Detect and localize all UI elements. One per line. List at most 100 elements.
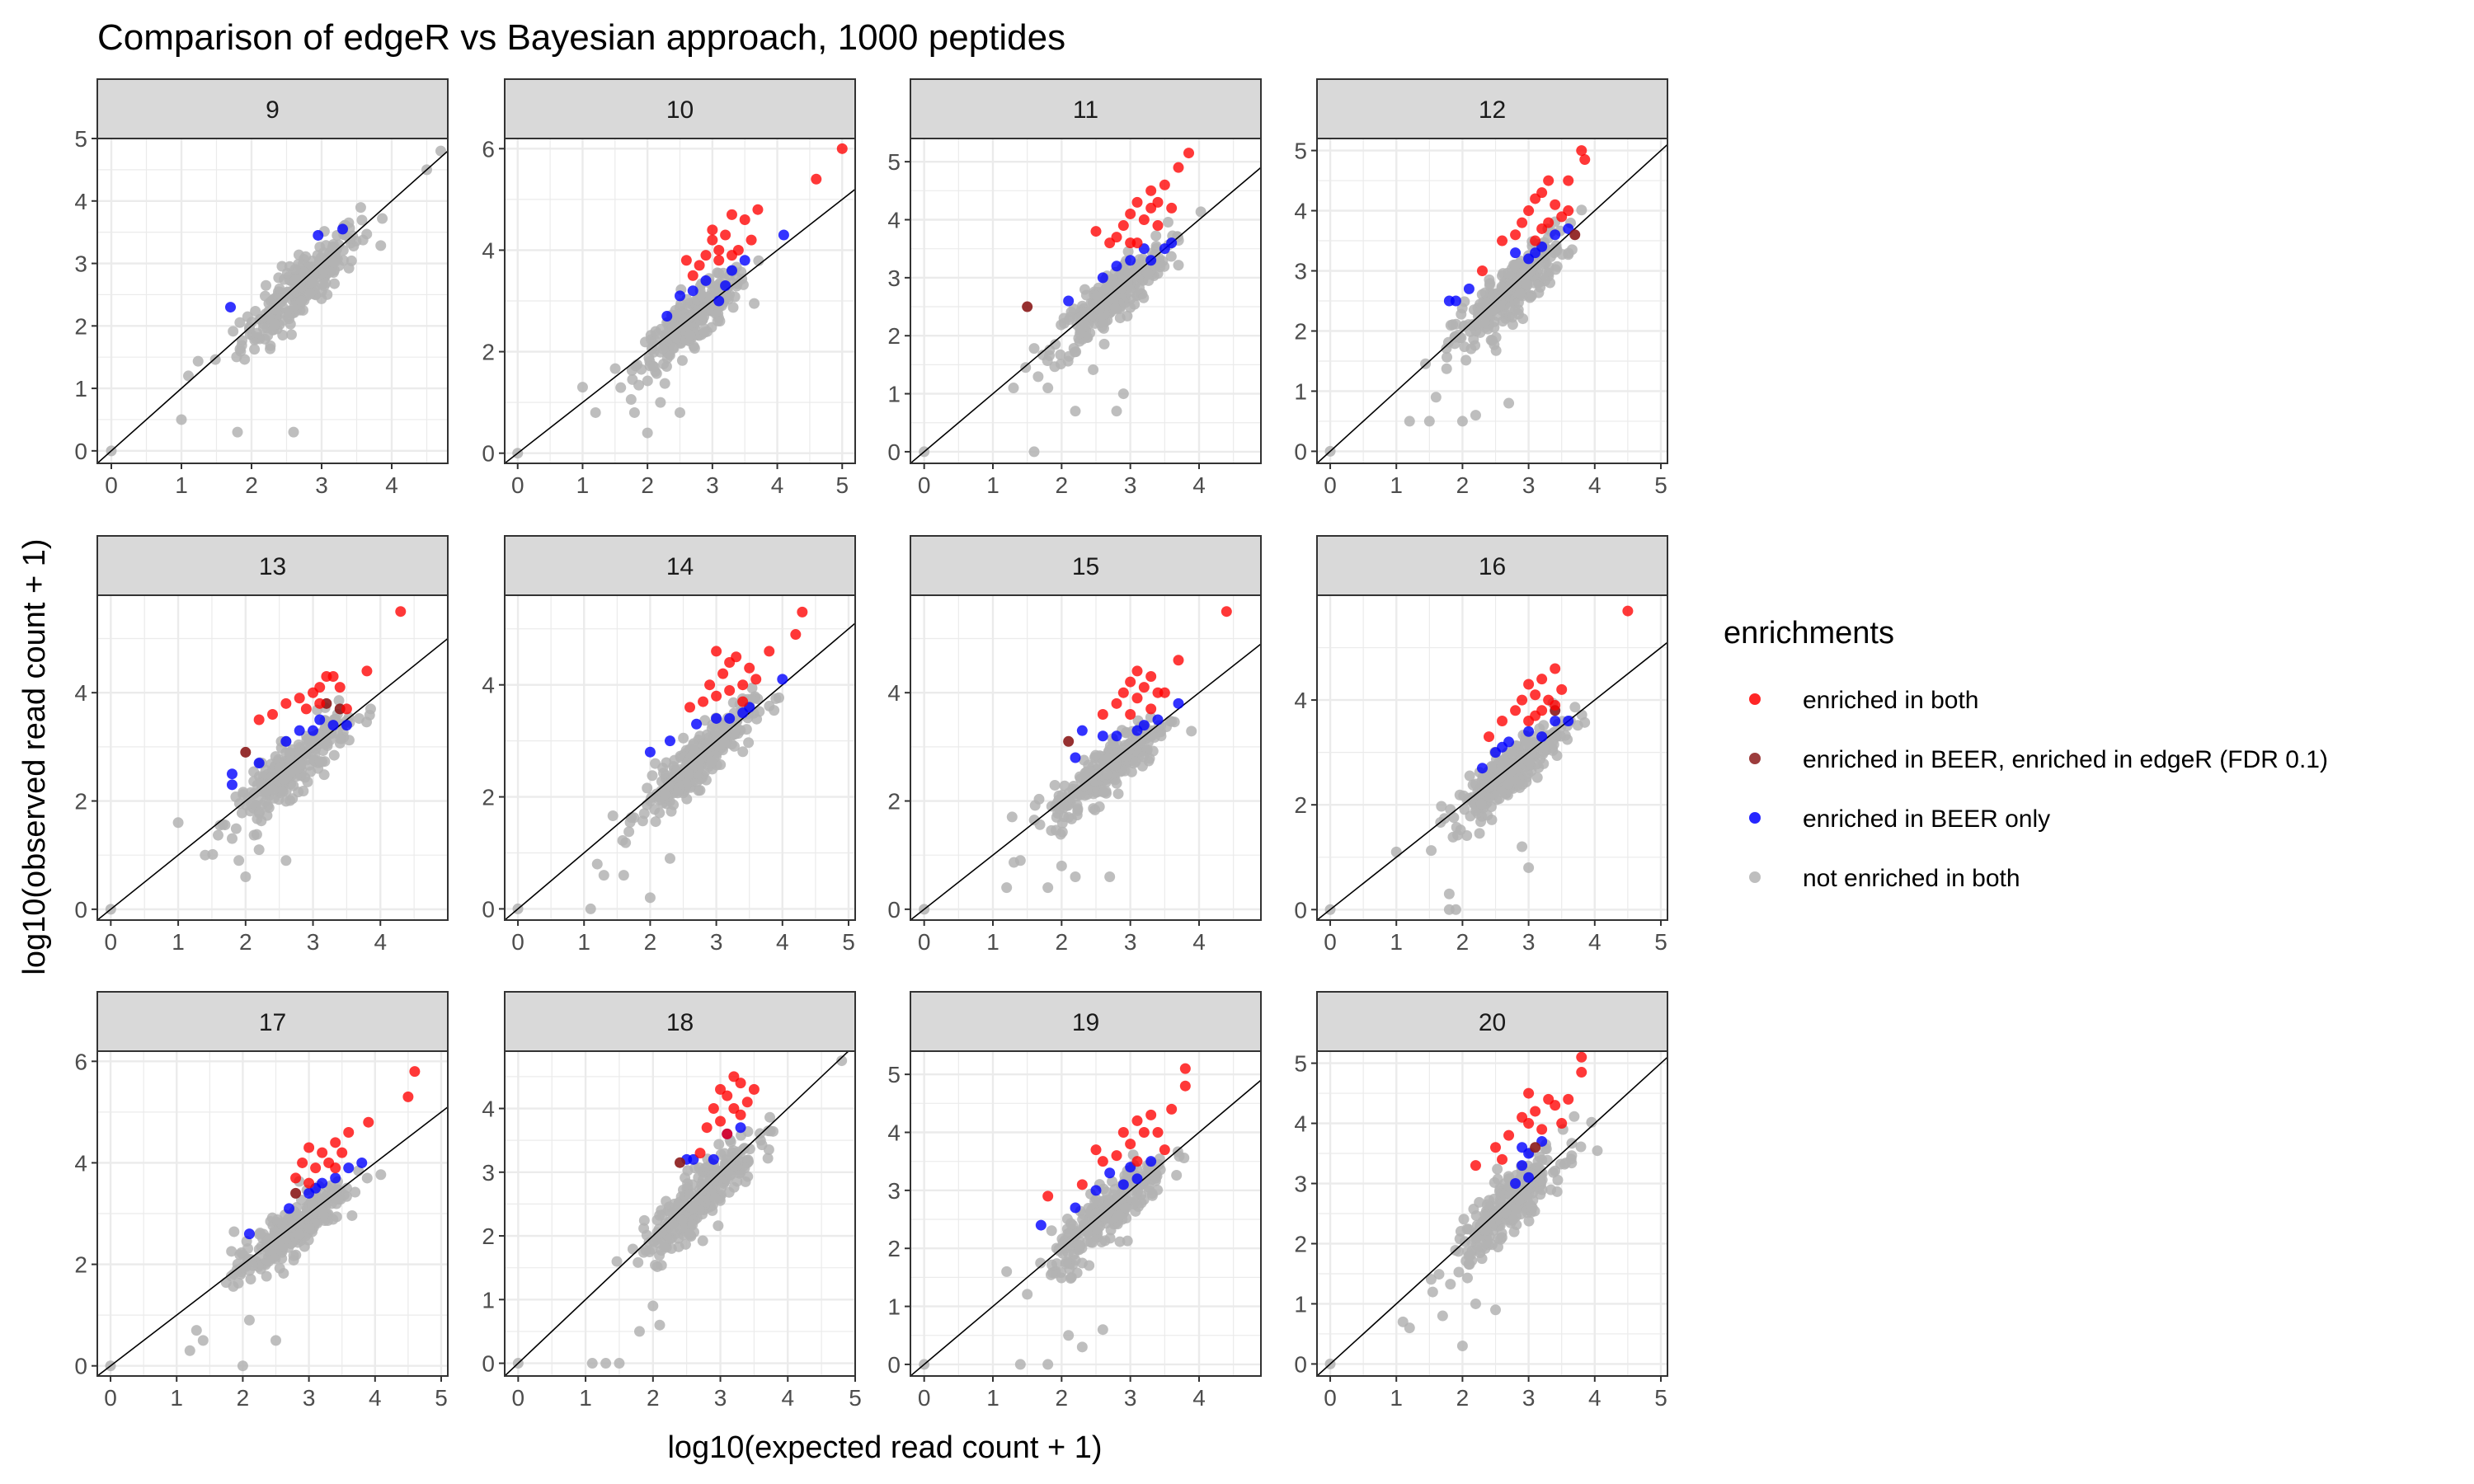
point-enriched-beer-only [225, 302, 236, 313]
y-tick-label: 2 [482, 785, 495, 810]
point-not-enriched [1042, 882, 1054, 894]
point-enriched-both [750, 674, 762, 685]
point-not-enriched [1465, 1250, 1476, 1261]
point-not-enriched [1535, 281, 1546, 293]
y-tick-label: 2 [887, 323, 901, 349]
y-tick-label: 3 [887, 1178, 901, 1204]
point-not-enriched [626, 364, 637, 376]
x-tick-label: 1 [576, 472, 590, 498]
point-not-enriched [684, 330, 696, 341]
point-not-enriched [1070, 1228, 1082, 1240]
x-tick-label: 3 [307, 929, 320, 955]
point-not-enriched [657, 343, 669, 355]
point-enriched-both [745, 234, 757, 246]
point-enriched-beer-edger-fdr [675, 1157, 685, 1168]
point-not-enriched [303, 1234, 314, 1246]
point-not-enriched [283, 313, 294, 325]
point-not-enriched [1461, 1272, 1473, 1284]
point-enriched-beer-only [1097, 272, 1108, 284]
point-enriched-both [711, 646, 722, 657]
point-not-enriched [751, 713, 763, 725]
point-not-enriched [228, 326, 239, 337]
point-not-enriched [1507, 1214, 1519, 1225]
facet-strip-label: 16 [1479, 553, 1506, 580]
point-not-enriched [1056, 1272, 1067, 1284]
point-enriched-both [1131, 693, 1143, 704]
point-not-enriched [609, 363, 621, 374]
panel-border [910, 138, 1262, 464]
point-enriched-beer-only [1035, 1219, 1047, 1231]
x-tick-label: 3 [1124, 929, 1137, 955]
legend-item-label: not enriched in both [1803, 865, 2020, 892]
point-enriched-both [726, 250, 737, 261]
point-not-enriched [1137, 751, 1149, 763]
point-not-enriched [239, 354, 251, 365]
point-not-enriched [718, 736, 730, 748]
point-not-enriched [1531, 772, 1543, 783]
point-enriched-both [1145, 185, 1157, 196]
point-not-enriched [307, 276, 318, 288]
point-not-enriched [724, 1169, 736, 1181]
point-not-enriched [1062, 355, 1074, 367]
point-not-enriched [675, 298, 687, 310]
point-enriched-both [1550, 199, 1561, 210]
point-not-enriched [1091, 290, 1103, 302]
y-tick-label: 5 [1294, 1051, 1307, 1077]
point-not-enriched [625, 394, 637, 406]
panel-border [910, 594, 1262, 921]
point-not-enriched [1470, 1209, 1482, 1221]
point-not-enriched [1014, 1359, 1026, 1370]
point-not-enriched [1114, 312, 1126, 324]
identity-line [505, 188, 855, 463]
point-not-enriched [1033, 793, 1045, 805]
point-not-enriched [715, 1182, 727, 1194]
point-enriched-beer-only [1159, 243, 1170, 255]
y-tick-label: 1 [482, 1287, 495, 1313]
point-enriched-beer-only [308, 725, 319, 736]
point-not-enriched [694, 1162, 705, 1173]
point-enriched-both [1131, 196, 1143, 208]
x-tick-label: 4 [1192, 1385, 1206, 1411]
point-enriched-both [737, 696, 749, 707]
point-enriched-beer-only [1145, 255, 1157, 266]
x-tick-label: 2 [644, 929, 657, 955]
x-tick-label: 5 [1654, 472, 1667, 498]
point-enriched-both [1173, 162, 1184, 173]
point-enriched-both [1183, 148, 1194, 159]
x-tick-label: 3 [710, 929, 723, 955]
point-not-enriched [1443, 888, 1455, 899]
point-not-enriched [294, 1228, 305, 1240]
point-enriched-both [1622, 605, 1634, 617]
point-not-enriched [1456, 332, 1467, 344]
point-not-enriched [295, 295, 307, 307]
facet-panel-17: 17 0 1 2 3 4 5 0 2 4 6 [74, 991, 449, 1411]
legend-item: enriched in BEER, enriched in edgeR (FDR… [1749, 746, 2328, 773]
facet-panel-16: 16 0 1 2 3 4 5 0 2 4 [1294, 535, 1668, 955]
y-tick-label: 2 [1294, 792, 1307, 818]
point-not-enriched [197, 1335, 209, 1346]
point-not-enriched [285, 329, 297, 340]
point-not-enriched [1050, 339, 1061, 350]
point-not-enriched [200, 849, 211, 861]
point-enriched-beer-only [711, 712, 722, 724]
y-tick-label: 4 [74, 1150, 87, 1176]
point-not-enriched [1097, 1324, 1108, 1336]
x-tick-label: 5 [1654, 1385, 1667, 1411]
point-enriched-beer-only [1510, 1178, 1522, 1190]
point-not-enriched [698, 311, 710, 322]
point-not-enriched [633, 1326, 645, 1337]
x-tick-label: 0 [104, 1385, 117, 1411]
x-tick-label: 4 [385, 472, 398, 498]
point-not-enriched [746, 682, 758, 693]
point-enriched-both [1523, 1118, 1535, 1129]
point-not-enriched [1538, 758, 1550, 769]
point-not-enriched [1517, 841, 1528, 852]
point-not-enriched [1586, 1116, 1597, 1128]
y-tick-label: 0 [482, 896, 495, 922]
point-enriched-both [1556, 683, 1568, 695]
point-enriched-beer-only [330, 1172, 341, 1184]
point-enriched-beer-edger-fdr [240, 746, 252, 758]
point-not-enriched [285, 767, 297, 778]
